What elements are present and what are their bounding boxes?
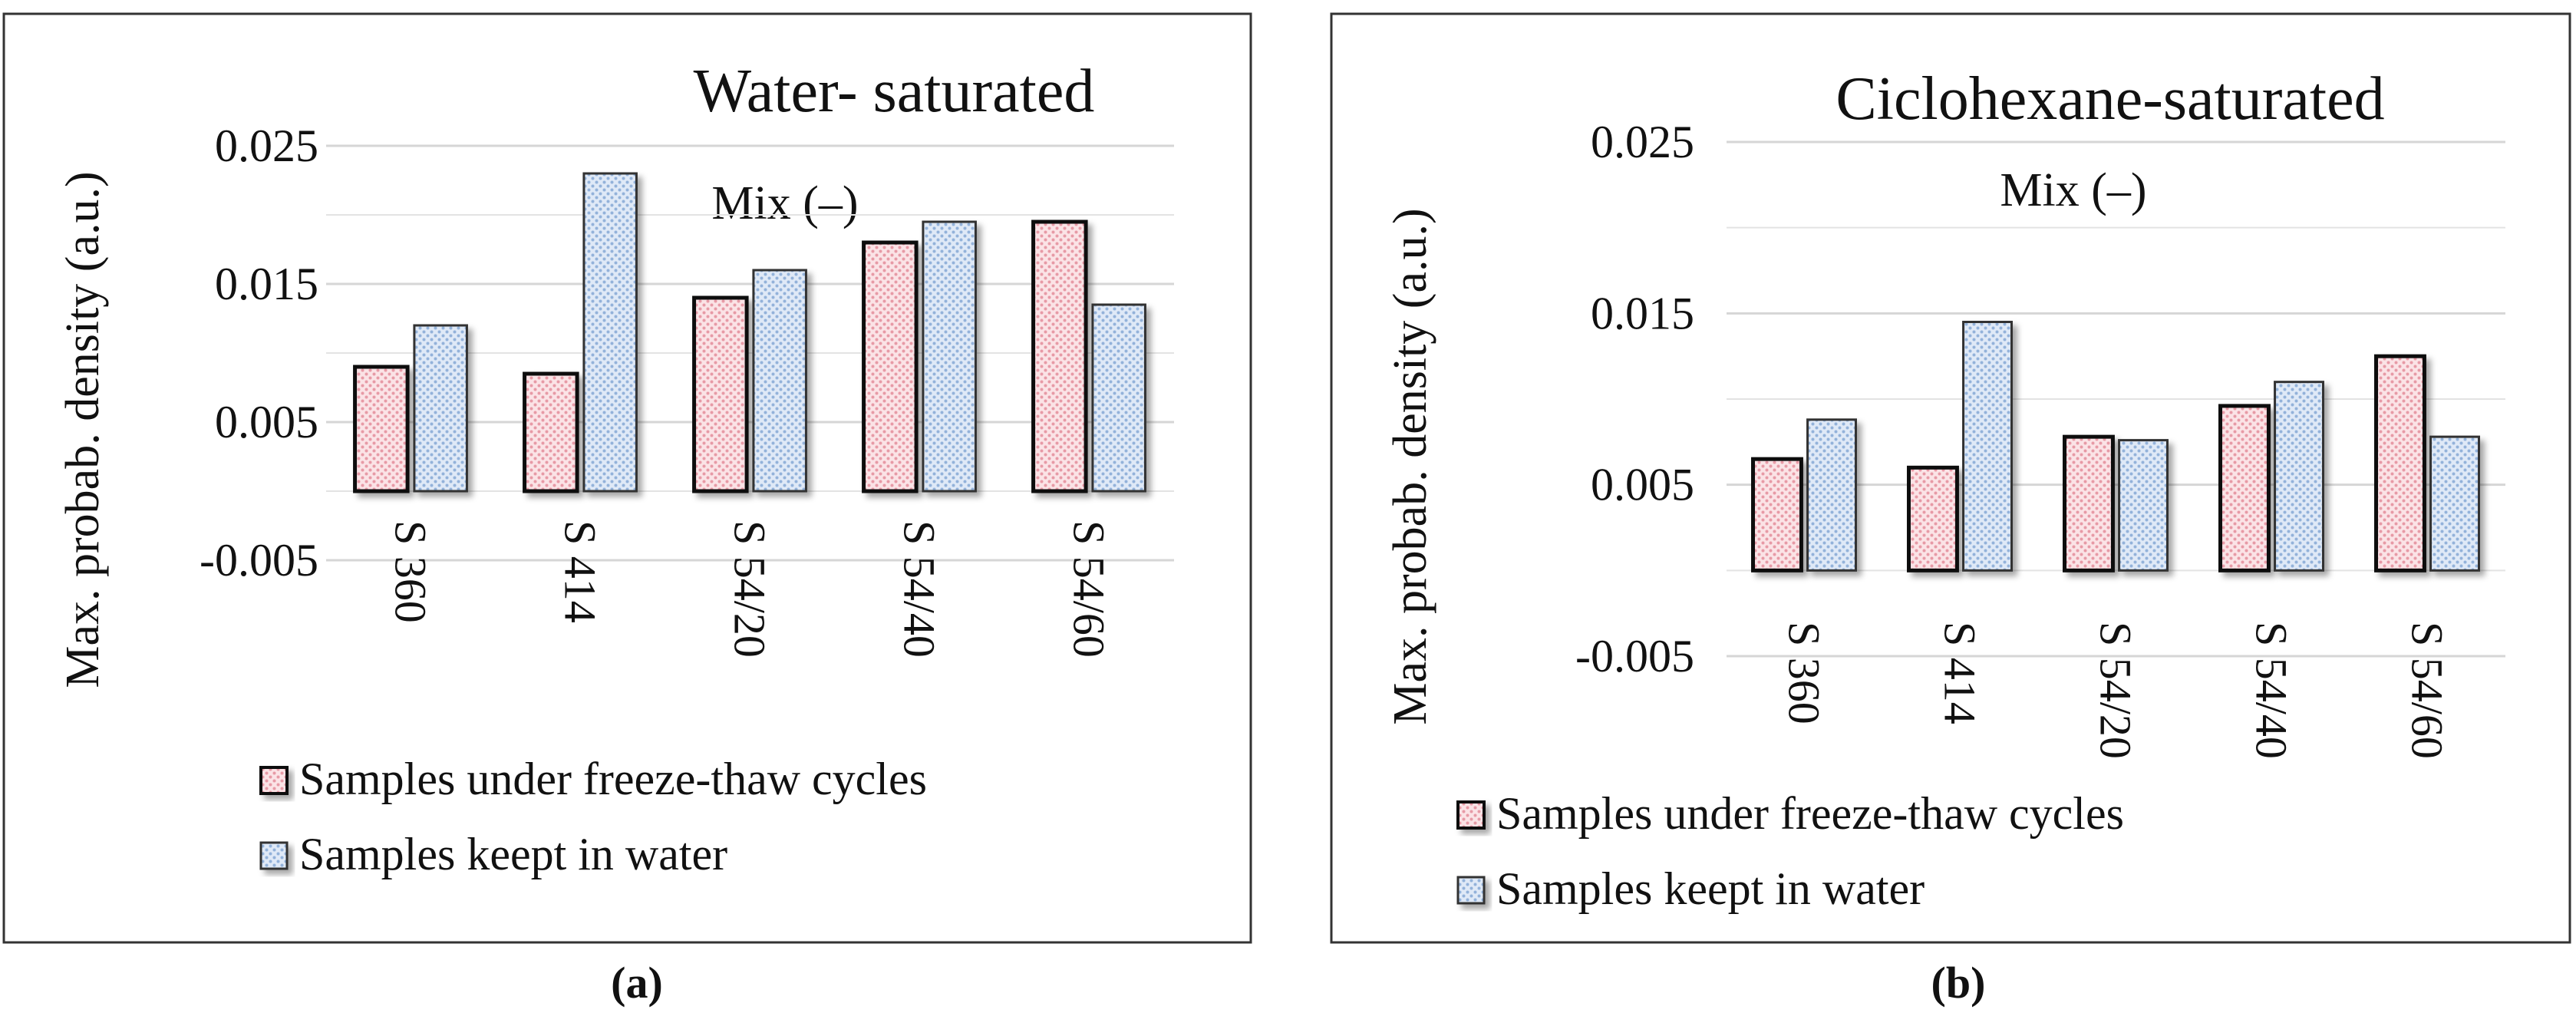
x-tick-label: S 54/60 bbox=[2403, 622, 2452, 759]
bar-kept-in-water bbox=[2274, 381, 2324, 572]
legend-swatch-freeze-a bbox=[259, 766, 289, 795]
bar-kept-in-water bbox=[413, 324, 468, 493]
chart-title-b: Ciclohexane-saturated bbox=[1836, 65, 2384, 133]
chart-panel-b: Ciclohexane-saturated Mix (–) Max. proba… bbox=[1330, 12, 2571, 1008]
bars-a bbox=[353, 172, 1146, 493]
panel-label-b: (b) bbox=[1931, 958, 1986, 1008]
y-ticks-b: 0.025 0.015 0.005 -0.005 bbox=[1575, 117, 1694, 681]
x-tick-label: S 414 bbox=[556, 520, 605, 623]
bar-freeze-thaw bbox=[1907, 465, 1959, 572]
y-tick-label: 0.025 bbox=[215, 120, 318, 171]
legend-label-water-a: Samples keept in water bbox=[299, 829, 727, 879]
y-tick-label: 0.025 bbox=[1591, 117, 1694, 167]
bars-b bbox=[1751, 321, 2480, 572]
y-tick-label: 0.015 bbox=[215, 259, 318, 309]
bar-kept-in-water bbox=[2118, 439, 2169, 572]
bar-freeze-thaw bbox=[862, 240, 919, 493]
x-tick-label: S 360 bbox=[386, 520, 436, 623]
chart-title-a: Water- saturated bbox=[694, 58, 1095, 125]
bar-kept-in-water bbox=[1962, 321, 2013, 572]
bar-freeze-thaw bbox=[2063, 434, 2115, 572]
legend-swatch-freeze-b bbox=[1456, 800, 1486, 830]
bar-freeze-thaw bbox=[1751, 457, 1803, 572]
x-ticks-a: S 360 S 414 S 54/20 S 54/40 S 54/60 bbox=[386, 520, 1114, 658]
bar-kept-in-water bbox=[1091, 303, 1146, 493]
bar-kept-in-water bbox=[2429, 435, 2480, 572]
y-ticks-a: 0.025 0.015 0.005 -0.005 bbox=[200, 120, 318, 586]
chart-subtitle-b: Mix (–) bbox=[2000, 164, 2146, 216]
bar-kept-in-water bbox=[922, 220, 977, 493]
legend-a: Samples under freeze-thaw cycles Samples… bbox=[259, 754, 927, 879]
y-tick-label: 0.015 bbox=[1591, 288, 1694, 338]
x-ticks-b: S 360 S 414 S 54/20 S 54/40 S 54/60 bbox=[1779, 622, 2452, 759]
legend-b: Samples under freeze-thaw cycles Samples… bbox=[1456, 788, 2124, 914]
bar-freeze-thaw bbox=[692, 295, 749, 493]
x-tick-label: S 360 bbox=[1779, 622, 1829, 724]
bar-freeze-thaw bbox=[2218, 404, 2271, 572]
legend-label-freeze-b: Samples under freeze-thaw cycles bbox=[1496, 788, 2124, 839]
y-axis-label-a: Max. probab. density (a.u.) bbox=[57, 171, 109, 688]
panel-label-a: (a) bbox=[611, 958, 663, 1008]
legend-label-water-b: Samples keept in water bbox=[1496, 863, 1925, 914]
y-tick-label: -0.005 bbox=[200, 535, 318, 586]
x-tick-label: S 54/40 bbox=[895, 520, 945, 658]
bar-kept-in-water bbox=[582, 172, 638, 493]
legend-swatch-water-a bbox=[259, 841, 289, 870]
legend-label-freeze-a: Samples under freeze-thaw cycles bbox=[299, 754, 927, 804]
bar-kept-in-water bbox=[1806, 418, 1857, 572]
x-tick-label: S 54/20 bbox=[725, 520, 775, 658]
bar-freeze-thaw bbox=[1031, 219, 1088, 493]
chart-subtitle-a: Mix (–) bbox=[711, 177, 858, 229]
x-tick-label: S 54/40 bbox=[2247, 622, 2297, 759]
bar-kept-in-water bbox=[752, 269, 807, 493]
y-tick-label: 0.005 bbox=[215, 397, 318, 447]
y-axis-label-b: Max. probab. density (a.u.) bbox=[1384, 208, 1436, 724]
chart-panel-a: Water- saturated Mix (–) Max. probab. de… bbox=[2, 12, 1252, 1008]
bar-freeze-thaw bbox=[353, 365, 410, 493]
x-tick-label: S 54/60 bbox=[1064, 520, 1114, 658]
x-tick-label: S 54/20 bbox=[2091, 622, 2141, 759]
x-tick-label: S 414 bbox=[1935, 622, 1985, 724]
y-tick-label: -0.005 bbox=[1575, 631, 1694, 681]
legend-swatch-water-b bbox=[1456, 876, 1486, 905]
bar-freeze-thaw bbox=[523, 371, 579, 493]
bar-freeze-thaw bbox=[2374, 354, 2426, 572]
y-tick-label: 0.005 bbox=[1591, 460, 1694, 510]
